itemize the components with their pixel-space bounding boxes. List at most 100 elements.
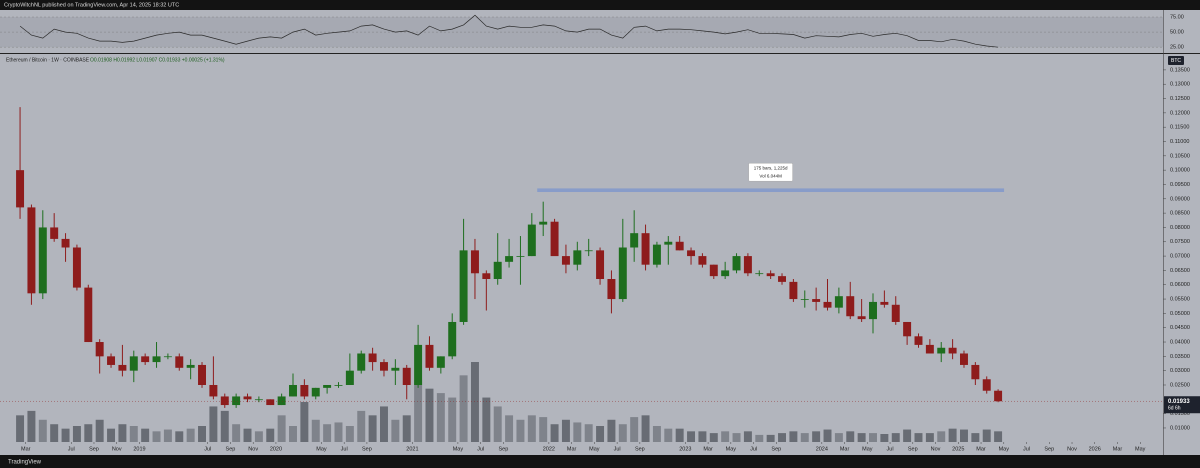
volume-bar (152, 431, 161, 442)
volume-bar (903, 429, 912, 442)
volume-bar (618, 424, 627, 442)
candle-body (95, 342, 104, 357)
candle-body (561, 256, 570, 265)
volume-bar (61, 428, 70, 442)
x-tick-label: May (862, 446, 873, 452)
volume-bar (368, 415, 377, 442)
volume-bar (721, 431, 730, 442)
volume-bar (84, 424, 93, 442)
x-tick-label: Jul (614, 446, 621, 452)
volume-bar (232, 424, 241, 442)
volume-bar (800, 433, 809, 442)
volume-bar (675, 428, 684, 442)
candle-body (709, 264, 718, 277)
volume-bar (539, 417, 548, 442)
candle-body (72, 247, 81, 288)
volume-bar (641, 415, 650, 442)
volume-bar (857, 433, 866, 442)
candle-body (380, 362, 388, 371)
symbol-title: Ethereum / Bitcoin · 1W · COINBASE (6, 57, 90, 63)
candle-body (800, 299, 809, 300)
candle-body (687, 250, 696, 257)
candle-body (300, 384, 309, 397)
y-tick-label: 0.09500 (1170, 182, 1190, 188)
candle-body (84, 287, 93, 343)
candle-body (823, 301, 832, 308)
volume-bar (925, 433, 934, 442)
volume-bar (50, 424, 59, 442)
volume-bar (323, 424, 332, 442)
x-tick-label: 2021 (406, 446, 418, 452)
candle-body (368, 353, 377, 363)
volume-bar (95, 419, 104, 442)
candle-body (118, 364, 127, 371)
candle-body (675, 241, 684, 251)
candle-body (50, 227, 59, 239)
x-tick-label: Sep (89, 446, 99, 452)
x-tick-label: Sep (498, 446, 508, 452)
rsi-tick-label: 75.00 (1170, 14, 1184, 20)
x-tick-label: Mar (840, 446, 850, 452)
x-tick-label: May (999, 446, 1010, 452)
x-tick-label: Mar (1113, 446, 1123, 452)
volume-bar (596, 426, 605, 442)
candle-body (357, 353, 366, 371)
volume-bar (994, 431, 1003, 442)
y-tick-label: 0.11500 (1170, 125, 1189, 131)
x-tick-label: Nov (1067, 446, 1077, 452)
x-tick-label: May (1135, 446, 1146, 452)
x-tick-label: Sep (635, 446, 645, 452)
volume-bar (436, 393, 445, 442)
x-tick-label: Nov (112, 446, 122, 452)
volume-bar (823, 429, 832, 442)
candle-body (334, 384, 343, 386)
x-tick-label: May (589, 446, 600, 452)
volume-bar (254, 431, 263, 442)
volume-bar (414, 379, 423, 442)
brand: TradingView (8, 460, 42, 466)
volume-bar (209, 406, 218, 442)
x-tick-label: Jul (887, 446, 894, 452)
y-tick-label: 0.08000 (1170, 225, 1190, 231)
x-tick-label: Jul (750, 446, 757, 452)
x-tick-label: May (453, 446, 464, 452)
volume-bar (789, 431, 798, 442)
volume-bar (243, 428, 252, 442)
candle-body (834, 296, 843, 308)
volume-bar (27, 410, 36, 442)
candle-body (266, 399, 275, 406)
volume-bar (755, 434, 764, 442)
last-price-label: 0.01933 (1168, 399, 1190, 405)
candle-body (527, 224, 536, 257)
candle-body (925, 344, 934, 354)
candle-body (391, 367, 400, 371)
volume-bar (960, 429, 968, 442)
measure-box (748, 163, 793, 182)
candle-body (27, 207, 36, 294)
volume-bar (687, 431, 696, 442)
y-tick-label: 0.01500 (1170, 411, 1190, 417)
x-tick-label: May (316, 446, 327, 452)
y-tick-label: 0.12000 (1170, 110, 1190, 116)
volume-bar (129, 426, 138, 442)
candle-body (254, 399, 263, 401)
volume-bar (778, 433, 786, 442)
volume-bar (971, 433, 980, 442)
candle-body (857, 316, 866, 320)
x-tick-label: Mar (21, 446, 31, 452)
candle-body (436, 356, 445, 368)
volume-bar (732, 433, 741, 442)
candle-body (232, 396, 241, 406)
x-tick-label: Mar (976, 446, 986, 452)
y-tick-label: 0.13000 (1170, 82, 1190, 88)
candle-body (743, 256, 752, 274)
volume-bar (38, 419, 47, 442)
x-tick-label: Sep (771, 446, 781, 452)
candle-body (869, 301, 877, 320)
y-tick-label: 0.03500 (1170, 354, 1190, 360)
x-tick-label: 2025 (952, 446, 964, 452)
candle-body (994, 390, 1003, 402)
volume-bar (766, 434, 775, 442)
candle-body (482, 273, 491, 280)
volume-bar (505, 415, 514, 442)
